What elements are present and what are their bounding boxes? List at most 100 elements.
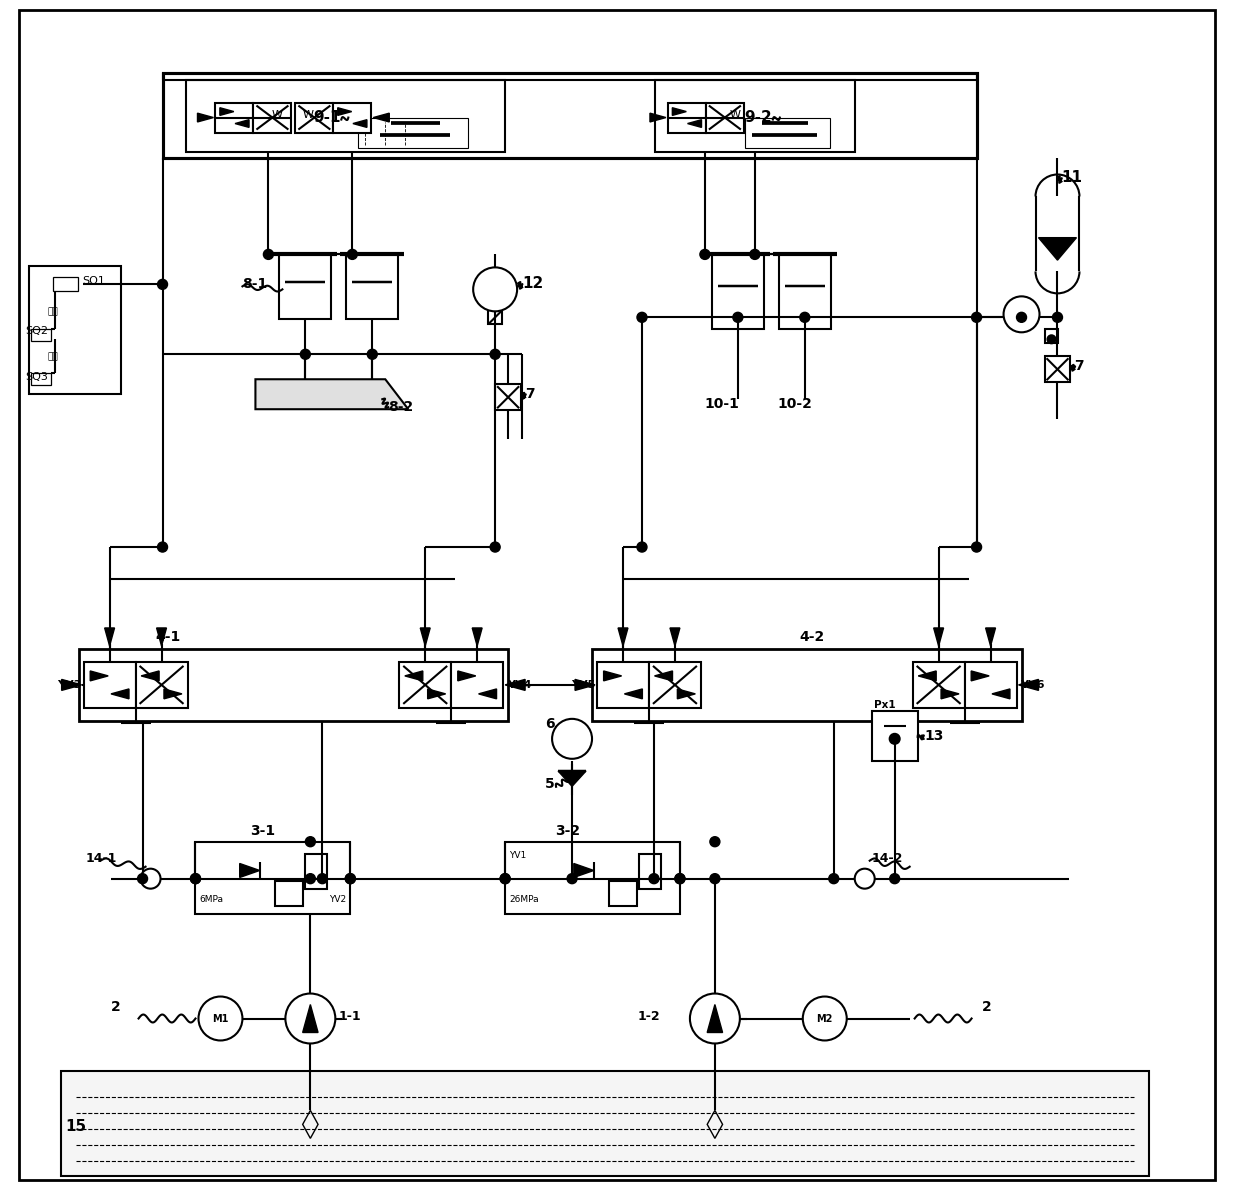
Bar bbox=[965, 662, 1017, 707]
Text: YV1: YV1 bbox=[510, 851, 526, 860]
Polygon shape bbox=[112, 688, 129, 699]
Circle shape bbox=[800, 313, 810, 322]
Text: 7: 7 bbox=[525, 388, 534, 401]
Bar bbox=[596, 662, 649, 707]
Text: 2: 2 bbox=[982, 1000, 991, 1013]
Text: 11: 11 bbox=[1061, 170, 1083, 185]
Bar bbox=[1044, 357, 1070, 382]
Bar bbox=[279, 254, 331, 320]
Bar bbox=[274, 881, 303, 906]
Text: SQ2: SQ2 bbox=[26, 326, 48, 336]
Polygon shape bbox=[219, 108, 234, 115]
Text: YV3: YV3 bbox=[57, 680, 82, 690]
Circle shape bbox=[552, 719, 591, 759]
Text: Px1: Px1 bbox=[874, 700, 895, 710]
Text: 14-1: 14-1 bbox=[86, 853, 117, 866]
Bar bbox=[196, 842, 351, 913]
Text: 6: 6 bbox=[546, 717, 556, 731]
Text: 7: 7 bbox=[1075, 359, 1084, 373]
Bar bbox=[29, 266, 120, 395]
Circle shape bbox=[347, 250, 357, 259]
Bar bbox=[31, 373, 51, 385]
Polygon shape bbox=[479, 688, 496, 699]
Polygon shape bbox=[404, 671, 423, 681]
Text: 3-2: 3-2 bbox=[556, 824, 580, 838]
Bar bbox=[495, 384, 521, 410]
Polygon shape bbox=[934, 628, 944, 646]
Polygon shape bbox=[505, 679, 525, 691]
Circle shape bbox=[191, 874, 201, 883]
Circle shape bbox=[972, 313, 982, 322]
Polygon shape bbox=[918, 671, 936, 681]
Circle shape bbox=[500, 874, 510, 883]
Bar bbox=[31, 329, 51, 341]
Bar bbox=[334, 102, 371, 132]
Circle shape bbox=[305, 874, 315, 883]
Text: 26MPa: 26MPa bbox=[510, 895, 538, 904]
Bar bbox=[745, 118, 830, 147]
Polygon shape bbox=[62, 679, 82, 691]
Bar bbox=[135, 662, 187, 707]
Circle shape bbox=[490, 350, 500, 359]
Polygon shape bbox=[670, 628, 680, 646]
Text: W: W bbox=[272, 109, 283, 120]
Polygon shape bbox=[558, 770, 587, 786]
Polygon shape bbox=[707, 1005, 723, 1032]
Bar bbox=[649, 662, 701, 707]
Text: YV4: YV4 bbox=[507, 680, 532, 690]
Text: 10-2: 10-2 bbox=[777, 397, 812, 411]
Circle shape bbox=[637, 313, 647, 322]
Bar bbox=[61, 1071, 1149, 1176]
Polygon shape bbox=[986, 628, 996, 646]
Polygon shape bbox=[91, 671, 108, 681]
Polygon shape bbox=[618, 628, 627, 646]
Polygon shape bbox=[141, 671, 159, 681]
Text: 15: 15 bbox=[66, 1119, 87, 1134]
Text: 12: 12 bbox=[522, 276, 543, 291]
Circle shape bbox=[490, 542, 500, 552]
Bar bbox=[655, 80, 854, 151]
Text: SQ3: SQ3 bbox=[26, 372, 48, 382]
Polygon shape bbox=[197, 113, 213, 122]
Circle shape bbox=[675, 874, 684, 883]
Polygon shape bbox=[625, 688, 642, 699]
Circle shape bbox=[1048, 335, 1055, 344]
Circle shape bbox=[1053, 313, 1063, 322]
Text: 3-1: 3-1 bbox=[250, 824, 275, 838]
Bar bbox=[489, 310, 502, 325]
Polygon shape bbox=[239, 863, 259, 877]
Bar bbox=[399, 662, 451, 707]
Bar bbox=[591, 649, 1022, 721]
Text: 4-1: 4-1 bbox=[155, 630, 181, 644]
Polygon shape bbox=[236, 120, 249, 127]
Polygon shape bbox=[575, 679, 595, 691]
Circle shape bbox=[285, 994, 335, 1044]
Polygon shape bbox=[1039, 238, 1076, 260]
Circle shape bbox=[802, 996, 847, 1040]
Bar bbox=[712, 254, 764, 329]
Polygon shape bbox=[655, 671, 672, 681]
Polygon shape bbox=[650, 113, 666, 122]
Circle shape bbox=[305, 837, 315, 847]
Text: M1: M1 bbox=[212, 1013, 228, 1024]
Bar bbox=[913, 662, 965, 707]
Polygon shape bbox=[458, 671, 476, 681]
Polygon shape bbox=[677, 688, 696, 699]
Circle shape bbox=[750, 250, 760, 259]
Bar bbox=[1044, 329, 1059, 344]
Bar bbox=[358, 118, 469, 147]
Text: 5: 5 bbox=[546, 776, 556, 791]
Circle shape bbox=[157, 279, 167, 289]
Circle shape bbox=[689, 994, 740, 1044]
Circle shape bbox=[649, 874, 658, 883]
Text: 8-1: 8-1 bbox=[243, 277, 268, 291]
Circle shape bbox=[345, 874, 356, 883]
Polygon shape bbox=[971, 671, 990, 681]
Circle shape bbox=[198, 996, 243, 1040]
Circle shape bbox=[972, 542, 982, 552]
Text: 6MPa: 6MPa bbox=[200, 895, 223, 904]
Text: 9-1: 9-1 bbox=[312, 111, 340, 125]
Circle shape bbox=[1003, 296, 1039, 332]
Text: 8-2: 8-2 bbox=[388, 401, 413, 414]
Text: W: W bbox=[303, 109, 314, 120]
